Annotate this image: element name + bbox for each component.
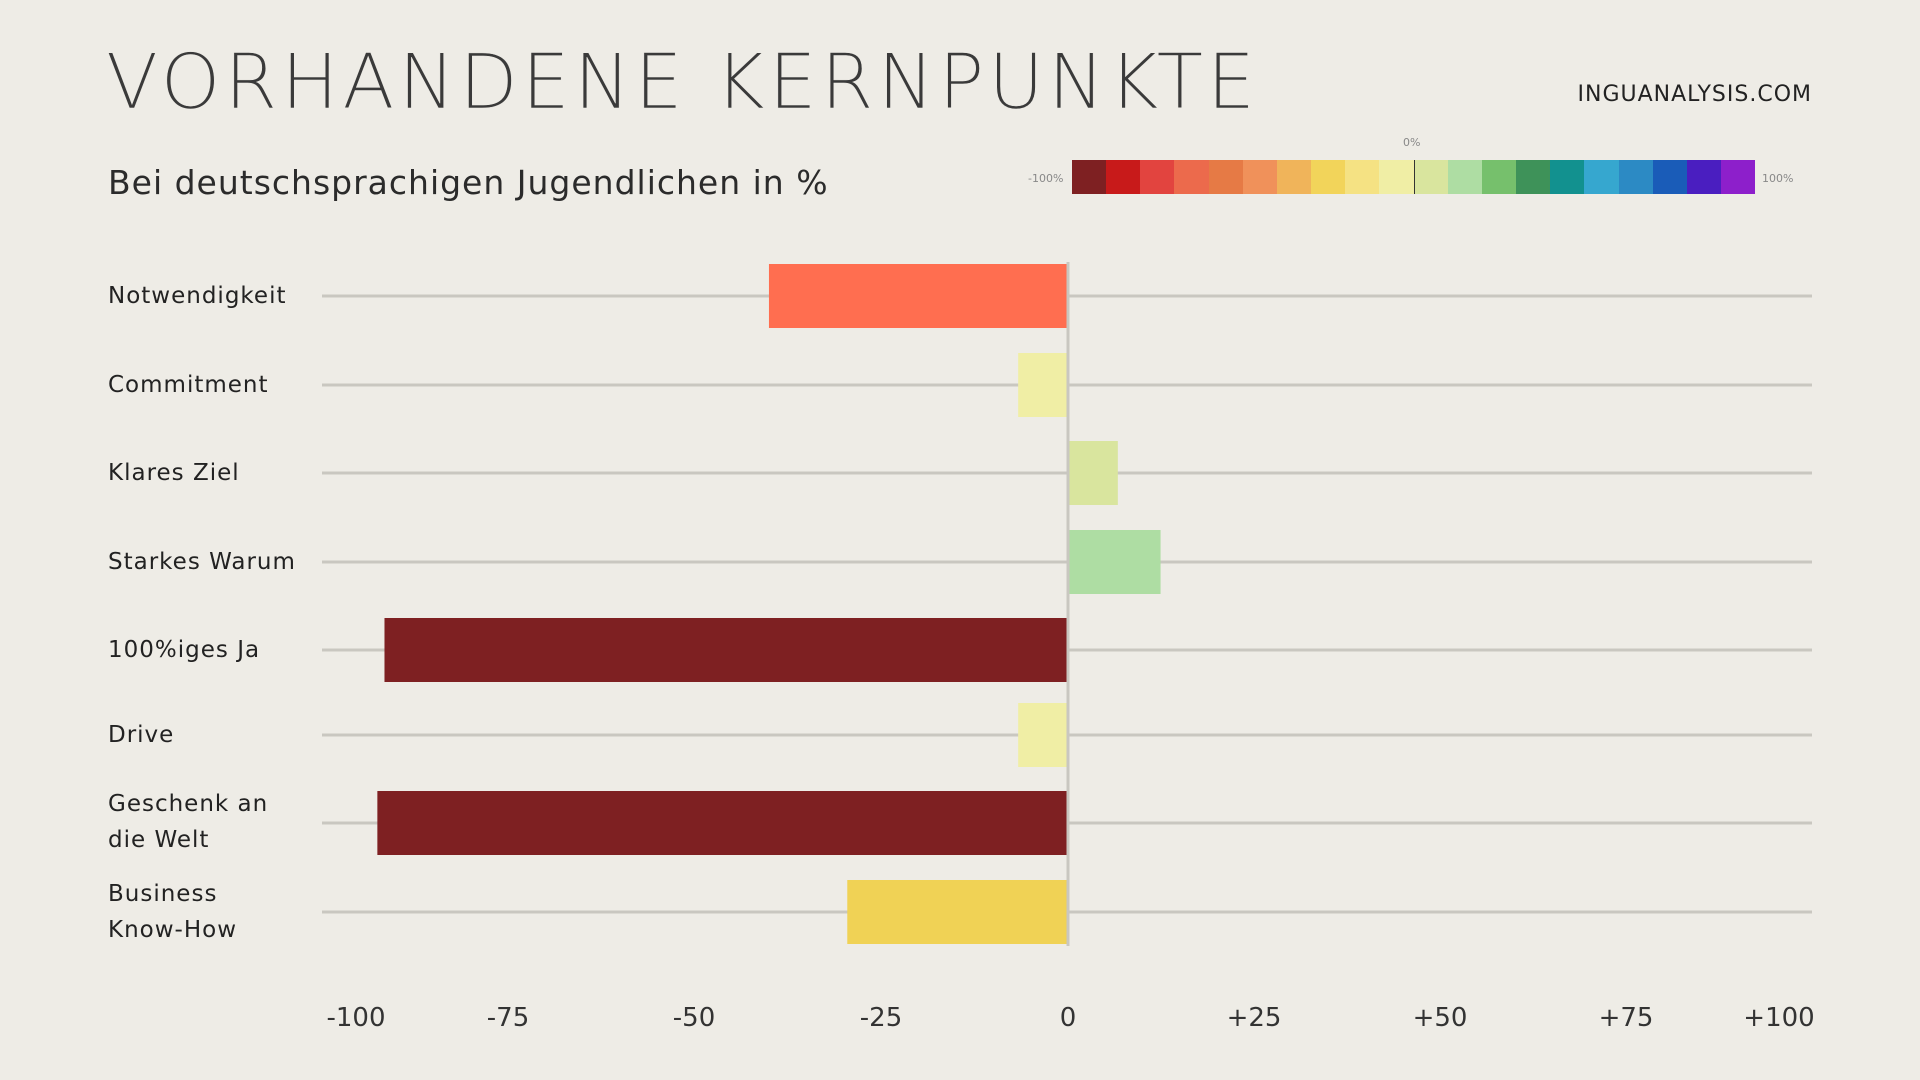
color-scale-swatch xyxy=(1550,160,1585,194)
color-scale-min-label: -100% xyxy=(1028,172,1064,185)
category-label: Starkes Warum xyxy=(108,549,296,575)
category-label: Notwendigkeit xyxy=(108,283,287,309)
page-subtitle: Bei deutschsprachigen Jugendlichen in % xyxy=(108,163,829,202)
x-tick-label: -100 xyxy=(326,1003,385,1033)
color-scale-swatch xyxy=(1379,160,1414,194)
category-label: Geschenk an die Welt xyxy=(108,791,269,853)
color-scale-swatch xyxy=(1413,160,1448,194)
color-scale-mid-label: 0% xyxy=(1403,136,1421,149)
color-scale-swatch xyxy=(1481,160,1517,194)
color-scale-swatch xyxy=(1345,160,1380,194)
color-scale-legend: -100% 0% 100% xyxy=(1028,136,1793,194)
color-scale-strip xyxy=(1072,160,1756,194)
color-scale-swatch xyxy=(1584,160,1619,194)
category-label: 100%iges Ja xyxy=(108,637,261,663)
color-scale-swatch xyxy=(1242,160,1277,194)
color-scale-swatch xyxy=(1311,160,1346,194)
page-title: VORHANDENE KERNPUNKTE xyxy=(106,37,1260,126)
category-label: Business Know-How xyxy=(108,881,238,943)
color-scale-max-label: 100% xyxy=(1762,172,1794,185)
bar xyxy=(768,264,1068,328)
color-scale-zero-marker xyxy=(1413,160,1415,194)
color-scale-swatch xyxy=(1686,160,1721,194)
color-scale-swatch xyxy=(1106,160,1141,194)
bar xyxy=(847,880,1068,944)
color-scale-swatch xyxy=(1276,160,1312,194)
color-scale-swatch xyxy=(1072,160,1107,194)
category-label: Klares Ziel xyxy=(108,460,240,486)
color-scale-swatch xyxy=(1208,160,1243,194)
bar xyxy=(1018,703,1068,767)
bar xyxy=(384,618,1069,682)
color-scale-swatch xyxy=(1516,160,1551,194)
bar xyxy=(1068,441,1118,505)
brand-label[interactable]: INGUANALYSIS.COM xyxy=(1577,82,1812,107)
x-tick-label: 0 xyxy=(1060,1003,1077,1033)
color-scale-swatch xyxy=(1140,160,1175,194)
x-tick-label: -75 xyxy=(487,1003,529,1033)
bar xyxy=(1018,353,1068,417)
color-scale-swatch xyxy=(1652,160,1687,194)
x-tick-label: +100 xyxy=(1743,1003,1814,1033)
color-scale-swatch xyxy=(1618,160,1653,194)
x-tick-label: +50 xyxy=(1413,1003,1468,1033)
color-scale-swatch xyxy=(1720,160,1756,194)
x-tick-label: +75 xyxy=(1599,1003,1654,1033)
category-label: Commitment xyxy=(108,372,269,398)
color-scale-swatch xyxy=(1174,160,1209,194)
bar xyxy=(1068,530,1161,594)
x-tick-label: -50 xyxy=(673,1003,715,1033)
x-tick-label: +25 xyxy=(1227,1003,1282,1033)
x-tick-label: -25 xyxy=(860,1003,902,1033)
color-scale-swatch xyxy=(1447,160,1482,194)
bar xyxy=(377,791,1068,855)
category-label: Drive xyxy=(108,722,175,748)
